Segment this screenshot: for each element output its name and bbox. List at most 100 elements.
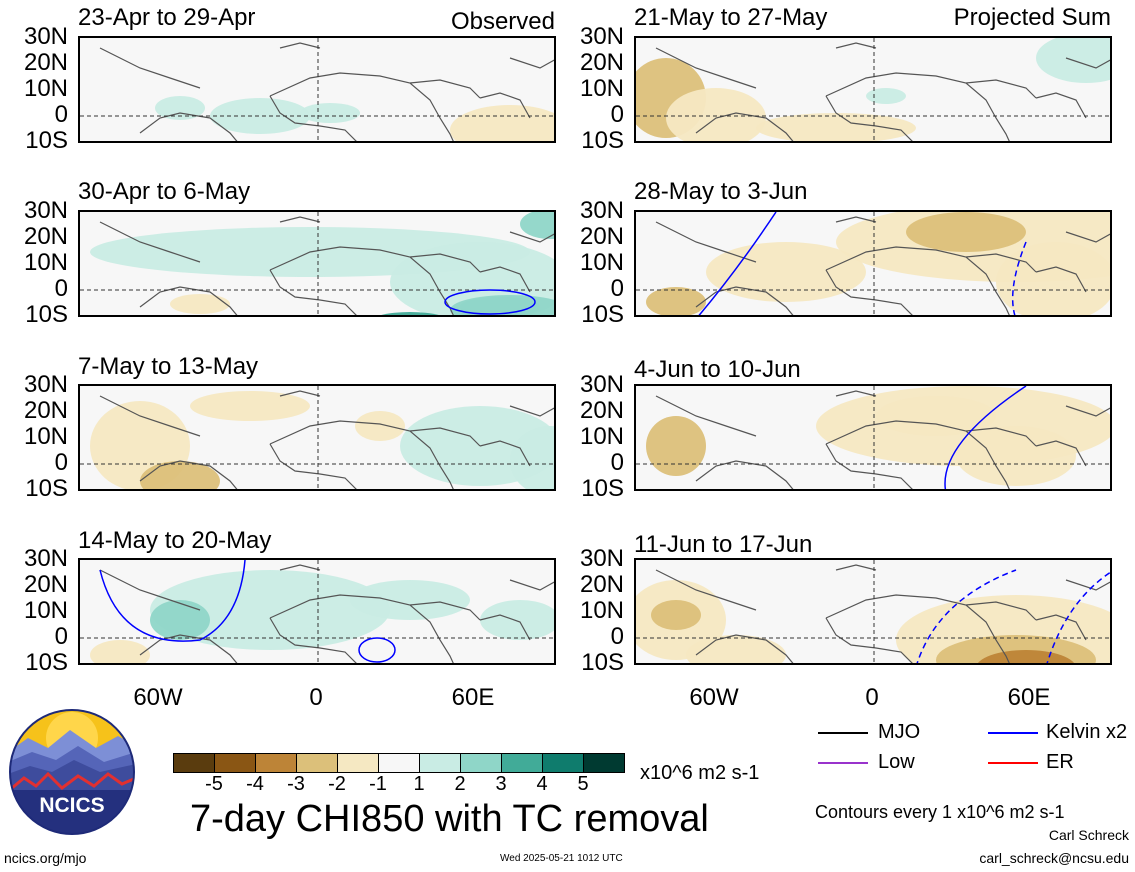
legend-line-low xyxy=(818,762,868,764)
lat-label-30n: 30N xyxy=(579,197,624,224)
map-field xyxy=(80,38,554,141)
panel-title-projected-1: 21-May to 27-May xyxy=(634,4,828,31)
colorbar-tick-label: -3 xyxy=(287,773,305,795)
panel-title-observed-2: 30-Apr to 6-May xyxy=(78,178,251,205)
panel-title-observed-3: 7-May to 13-May xyxy=(78,353,259,380)
colorbar-tick-label: 5 xyxy=(577,773,589,795)
colorbar-tick-label: 1 xyxy=(413,773,425,795)
colorbar-units: x10^6 m2 s-1 xyxy=(640,762,760,784)
lon-label-60w-left: 60W xyxy=(133,684,183,711)
lat-label-30n: 30N xyxy=(23,197,68,224)
lat-label-20n: 20N xyxy=(579,571,624,598)
colorbar-swatch xyxy=(378,753,420,773)
lat-label-10s: 10S xyxy=(581,301,624,328)
map-field xyxy=(80,560,554,663)
colorbar-swatch xyxy=(173,753,215,773)
lat-label-30n: 30N xyxy=(23,23,68,50)
footer-url: ncics.org/mjo xyxy=(4,850,87,866)
map-panel-observed-2 xyxy=(78,210,556,317)
main-title: 7-day CHI850 with TC removal xyxy=(190,798,709,840)
colorbar-swatch xyxy=(214,753,256,773)
map-field xyxy=(80,386,554,489)
lat-label-10s: 10S xyxy=(25,301,68,328)
lat-label-20n: 20N xyxy=(23,571,68,598)
lat-label-10n: 10N xyxy=(23,597,68,624)
lon-label-60e-left: 60E xyxy=(451,684,495,711)
map-field xyxy=(636,386,1110,489)
lat-label-0: 0 xyxy=(610,275,624,302)
observed-header-label: Observed xyxy=(450,8,555,35)
colorbar-tick-label: -2 xyxy=(328,773,346,795)
footer-email: carl_schreck@ncsu.edu xyxy=(979,850,1129,866)
lat-label-20n: 20N xyxy=(23,223,68,250)
lon-label-60w-right: 60W xyxy=(689,684,739,711)
lat-label-30n: 30N xyxy=(579,371,624,398)
lat-label-10s: 10S xyxy=(581,127,624,154)
colorbar-tick-label: 2 xyxy=(454,773,466,795)
map-panel-projected-4 xyxy=(634,558,1112,665)
colorbar-swatch xyxy=(296,753,338,773)
lat-label-10s: 10S xyxy=(25,475,68,502)
lat-label-10n: 10N xyxy=(579,597,624,624)
legend-label-kelvin: Kelvin x2 xyxy=(1046,721,1128,743)
lat-label-0: 0 xyxy=(54,275,68,302)
lat-label-10s: 10S xyxy=(25,649,68,676)
lat-label-0: 0 xyxy=(54,101,68,128)
map-field xyxy=(636,560,1110,663)
lat-label-20n: 20N xyxy=(579,49,624,76)
lat-label-10s: 10S xyxy=(581,475,624,502)
map-field xyxy=(636,212,1110,315)
lat-label-20n: 20N xyxy=(579,397,624,424)
legend-line-mjo xyxy=(818,732,868,734)
map-panel-projected-2 xyxy=(634,210,1112,317)
lat-label-30n: 30N xyxy=(23,545,68,572)
lat-label-0: 0 xyxy=(54,623,68,650)
map-field xyxy=(636,38,1110,141)
colorbar-swatch xyxy=(337,753,379,773)
lat-label-10n: 10N xyxy=(23,423,68,450)
lat-label-0: 0 xyxy=(610,101,624,128)
legend-line-kelvin xyxy=(988,732,1038,734)
map-field xyxy=(80,212,554,315)
footer-timestamp: Wed 2025-05-21 1012 UTC xyxy=(500,853,623,864)
map-panel-observed-3 xyxy=(78,384,556,491)
lat-label-10n: 10N xyxy=(23,75,68,102)
colorbar-tick-label: -4 xyxy=(246,773,264,795)
lat-label-10s: 10S xyxy=(581,649,624,676)
colorbar-swatch xyxy=(583,753,625,773)
lat-label-0: 0 xyxy=(610,623,624,650)
map-panel-projected-3 xyxy=(634,384,1112,491)
colorbar-tick-label: -1 xyxy=(369,773,387,795)
colorbar-tick-label: -5 xyxy=(205,773,223,795)
colorbar-swatch xyxy=(460,753,502,773)
legend-label-mjo: MJO xyxy=(878,721,921,743)
colorbar-swatch xyxy=(255,753,297,773)
colorbar-swatch xyxy=(419,753,461,773)
legend-label-er: ER xyxy=(1046,751,1074,773)
lat-label-10n: 10N xyxy=(579,249,624,276)
lat-label-30n: 30N xyxy=(579,545,624,572)
lat-label-10n: 10N xyxy=(579,423,624,450)
map-panel-observed-1 xyxy=(78,36,556,143)
colorbar-swatch xyxy=(542,753,584,773)
lat-label-20n: 20N xyxy=(23,49,68,76)
colorbar-tick-label: 4 xyxy=(536,773,548,795)
legend-label-low: Low xyxy=(878,751,915,773)
ncics-logo-text: NCICS xyxy=(39,794,104,817)
colorbar-tick-label: 3 xyxy=(495,773,507,795)
lat-label-20n: 20N xyxy=(23,397,68,424)
ncics-logo: NCICS xyxy=(9,709,135,835)
map-panel-observed-4 xyxy=(78,558,556,665)
lon-label-0-left: 0 xyxy=(309,684,323,711)
panel-title-observed-4: 14-May to 20-May xyxy=(78,527,272,554)
lat-label-10n: 10N xyxy=(579,75,624,102)
footer-author: Carl Schreck xyxy=(1048,827,1129,843)
lat-label-20n: 20N xyxy=(579,223,624,250)
projected-header-label: Projected Sum xyxy=(953,4,1111,31)
lat-label-30n: 30N xyxy=(579,23,624,50)
panel-title-observed-1: 23-Apr to 29-Apr xyxy=(78,4,256,31)
map-panel-projected-1 xyxy=(634,36,1112,143)
legend-line-er xyxy=(988,762,1038,764)
panel-title-projected-3: 4-Jun to 10-Jun xyxy=(634,356,801,383)
lat-label-30n: 30N xyxy=(23,371,68,398)
